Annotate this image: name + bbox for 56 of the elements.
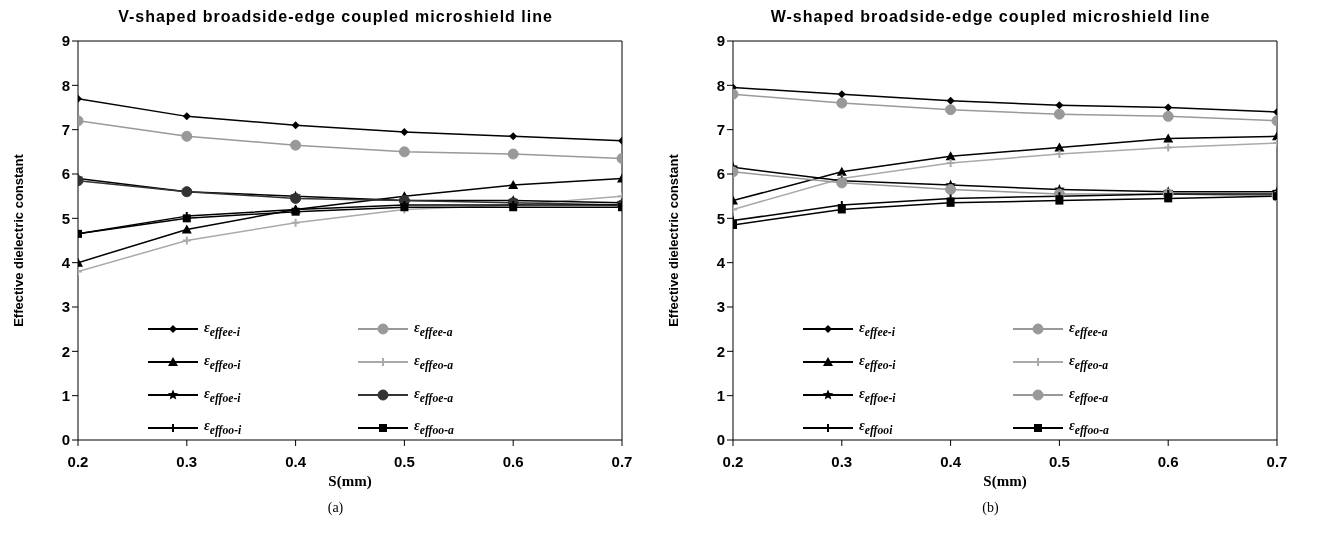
y-axis-title: Effective dielectric constant <box>10 153 26 327</box>
x-axis-title: S(mm) <box>328 473 372 490</box>
x-tick-label: 0.6 <box>502 452 524 470</box>
y-tick-label: 5 <box>61 209 70 227</box>
y-tick-label: 6 <box>716 165 725 183</box>
legend-label: ε$_{effee-i}$ <box>859 320 895 339</box>
y-tick-label: 0 <box>716 431 725 449</box>
x-tick-label: 0.4 <box>285 452 307 470</box>
y-tick-label: 2 <box>61 342 70 360</box>
y-tick-label: 6 <box>61 165 70 183</box>
x-tick-label: 0.2 <box>67 452 89 470</box>
legend-label: ε$_{effoe-a}$ <box>414 385 454 405</box>
y-tick-label: 3 <box>61 298 70 316</box>
legend-label: ε$_{effee-a}$ <box>1069 320 1108 339</box>
legend-label: ε$_{effoe-i}$ <box>204 385 241 405</box>
x-tick-label: 0.3 <box>831 452 853 470</box>
chart-title: W-shaped broadside-edge coupled microshield line <box>769 8 1212 27</box>
legend-label: ε$_{effoe-i}$ <box>859 385 896 405</box>
y-tick-label: 2 <box>716 342 725 360</box>
x-tick-label: 0.4 <box>940 452 962 470</box>
chart-title: V-shaped broadside-edge coupled microshield line <box>117 8 554 27</box>
y-tick-label: 8 <box>716 76 725 94</box>
legend-label: ε$_{effee-i}$ <box>204 320 240 339</box>
x-tick-label: 0.6 <box>1157 452 1179 470</box>
y-tick-label: 4 <box>716 253 726 271</box>
legend-label: ε$_{effeo-a}$ <box>414 352 454 372</box>
y-tick-label: 4 <box>61 253 71 271</box>
y-tick-label: 0 <box>61 431 70 449</box>
y-tick-label: 8 <box>61 76 70 94</box>
x-axis-title: S(mm) <box>983 473 1027 490</box>
y-tick-label: 9 <box>61 32 70 50</box>
legend-label: ε$_{effooi}$ <box>859 418 893 438</box>
x-tick-label: 0.5 <box>393 452 415 470</box>
x-tick-label: 0.2 <box>722 452 744 470</box>
y-tick-label: 7 <box>716 120 725 138</box>
legend-label: ε$_{effoo-a}$ <box>414 418 454 438</box>
legend-label: ε$_{effee-a}$ <box>414 320 453 339</box>
x-tick-label: 0.5 <box>1048 452 1070 470</box>
text: (b) <box>981 500 1000 516</box>
legend-label: ε$_{effeo-i}$ <box>204 352 241 372</box>
y-tick-label: 5 <box>716 209 725 227</box>
legend-label: ε$_{effeo-a}$ <box>1069 352 1109 372</box>
y-tick-label: 1 <box>716 386 725 404</box>
legend-label: ε$_{effoo-a}$ <box>1069 418 1109 438</box>
x-tick-label: 0.7 <box>1266 452 1288 470</box>
legend-label: ε$_{effeo-i}$ <box>859 352 896 372</box>
y-tick-label: 1 <box>61 386 70 404</box>
y-axis-title: Effective dielectric constant <box>665 153 681 327</box>
text: (a) <box>326 500 345 516</box>
legend-label: ε$_{effoe-a}$ <box>1069 385 1109 405</box>
y-tick-label: 9 <box>716 32 725 50</box>
legend-label: ε$_{effoo-i}$ <box>204 418 242 438</box>
y-tick-label: 3 <box>716 298 725 316</box>
y-tick-label: 7 <box>61 120 70 138</box>
x-tick-label: 0.7 <box>611 452 633 470</box>
x-tick-label: 0.3 <box>176 452 198 470</box>
